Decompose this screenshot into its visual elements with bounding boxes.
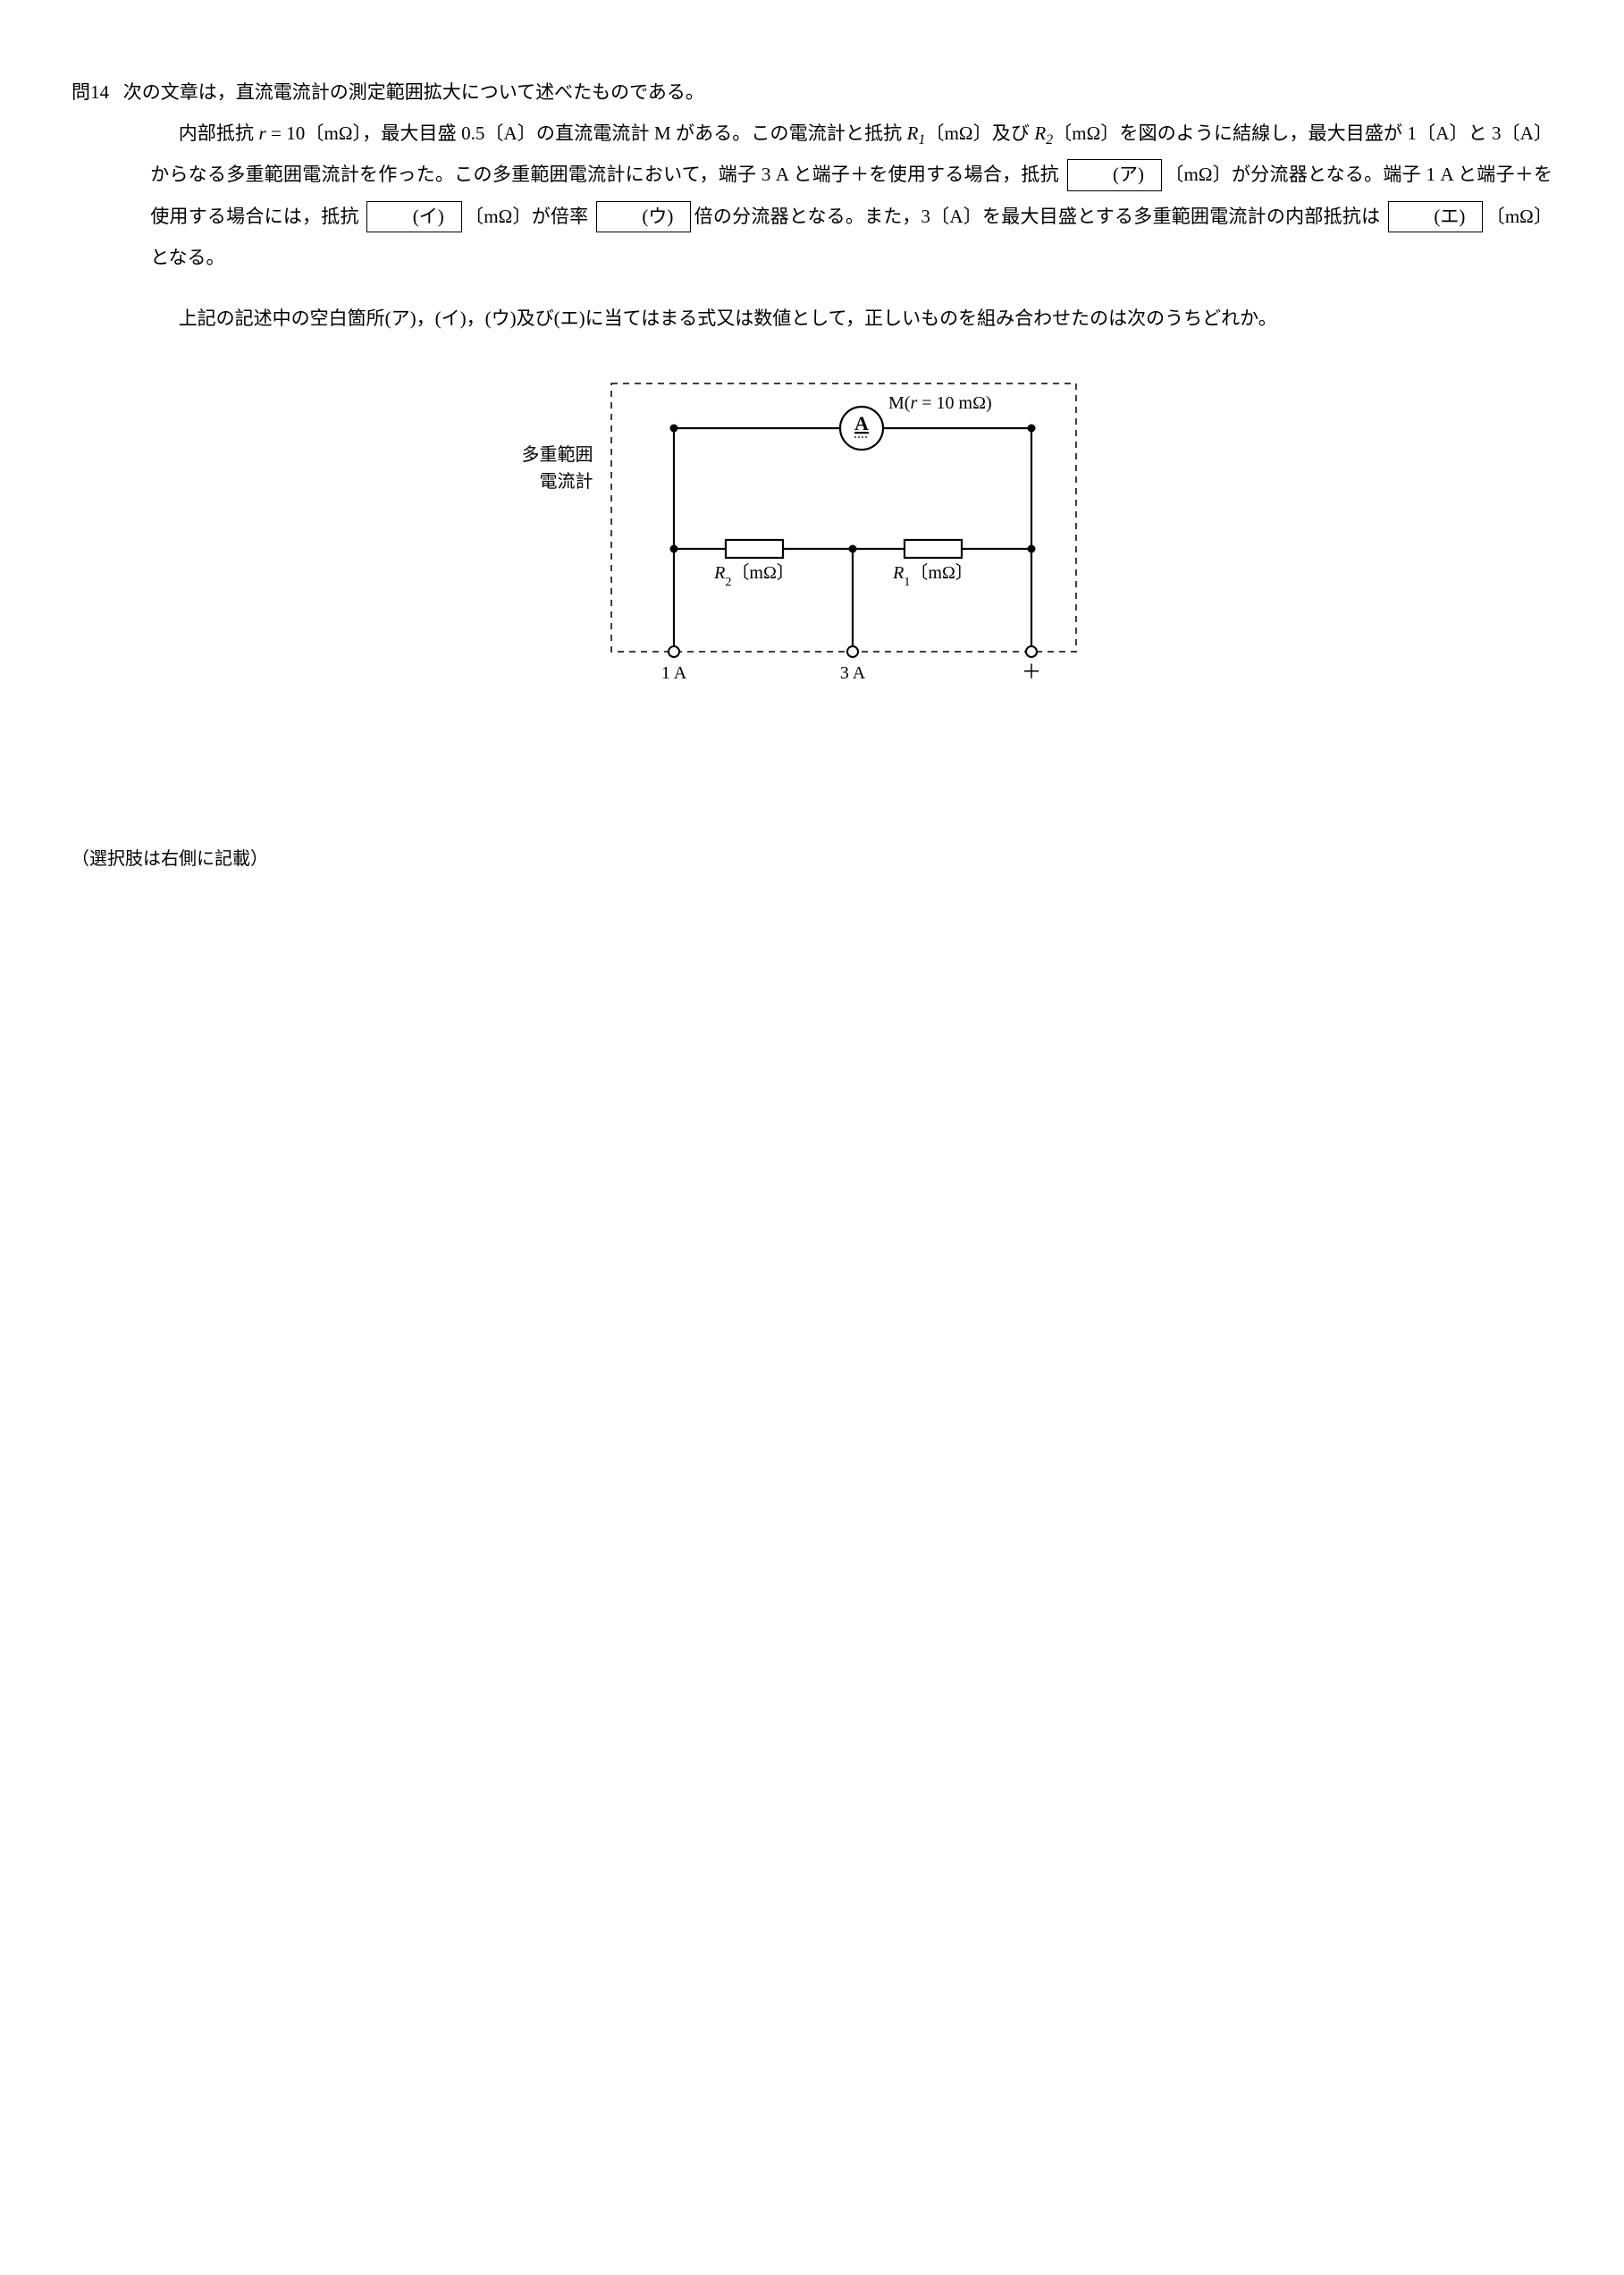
question-header: 問14 次の文章は，直流電流計の測定範囲拡大について述べたものである。 bbox=[72, 72, 1552, 113]
blank-e: (エ) bbox=[1388, 201, 1483, 233]
question-intro: 次の文章は，直流電流計の測定範囲拡大について述べたものである。 bbox=[123, 81, 704, 103]
expr-r: r bbox=[259, 122, 266, 144]
meter-label: M(r = 10 mΩ) bbox=[888, 393, 992, 413]
blank-i: (イ) bbox=[366, 201, 461, 233]
circuit-diagram: A M(r = 10 mΩ) R2〔mΩ〕 R1〔mΩ〕 bbox=[602, 375, 1103, 696]
question-body: 内部抵抗 r = 10〔mΩ〕，最大目盛 0.5〔A〕の直流電流計 M がある。… bbox=[150, 113, 1552, 278]
terminal-3a-label: 3 A bbox=[839, 663, 865, 683]
r1-label: R1〔mΩ〕 bbox=[892, 562, 973, 589]
r2-label: R2〔mΩ〕 bbox=[713, 562, 795, 589]
var-R1: R1 bbox=[907, 122, 926, 144]
blank-u: (ウ) bbox=[596, 201, 691, 233]
var-R2: R2 bbox=[1034, 122, 1053, 144]
question-instruction: 上記の記述中の空白箇所(ア)，(イ)，(ウ)及び(エ)に当てはまる式又は数値とし… bbox=[150, 298, 1552, 339]
terminal-plus-label: ＋ bbox=[1021, 661, 1040, 683]
footnote: （選択肢は右側に記載） bbox=[72, 839, 1552, 879]
question-number: 問14 bbox=[72, 72, 109, 113]
blank-a: (ア) bbox=[1067, 159, 1162, 191]
circuit-diagram-container: 多重範囲 電流計 A M(r = 10 mΩ) R2〔mΩ〕 bbox=[72, 375, 1552, 696]
terminal-1a-label: 1 A bbox=[661, 663, 686, 683]
diagram-side-label: 多重範囲 電流計 bbox=[522, 375, 602, 696]
ammeter-symbol: A bbox=[854, 412, 869, 434]
